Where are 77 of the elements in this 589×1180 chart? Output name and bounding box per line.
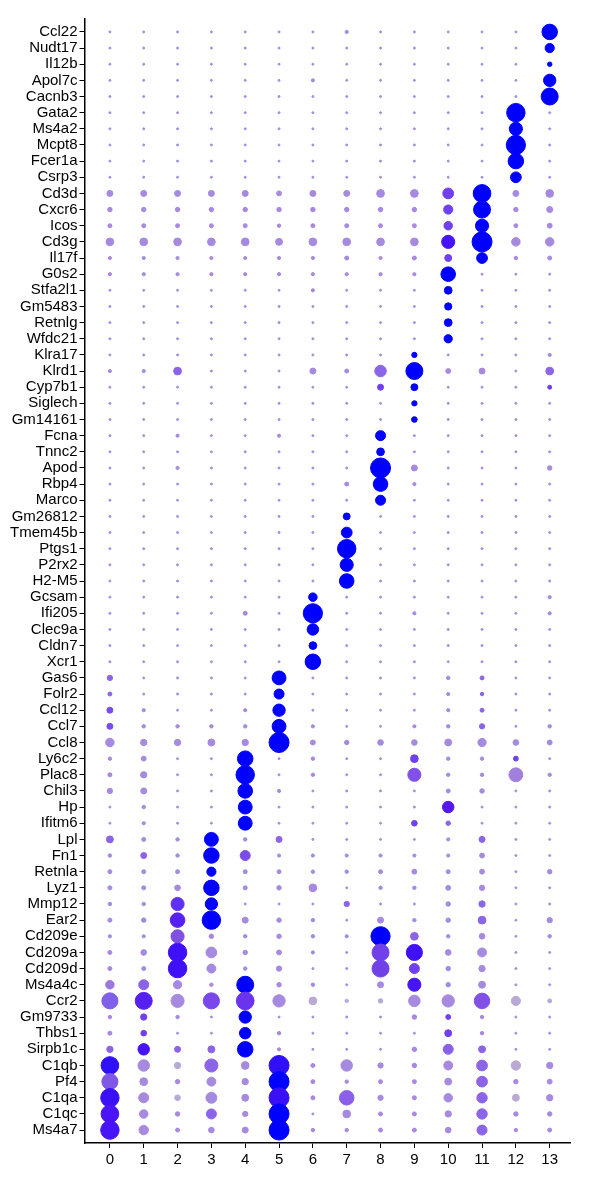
y-tick-label: Ifi205 (40, 603, 78, 621)
y-tick-label: Cd3d (41, 183, 78, 201)
y-tick-label: Cldn7 (38, 635, 78, 653)
y-tick-label: C1qb (41, 1055, 78, 1073)
y-tick-label: Cd209a (24, 942, 79, 960)
y-tick-label: Gm26812 (11, 506, 78, 524)
y-tick-label: Ms4a4c (24, 974, 79, 992)
y-tick-label: Mcpt8 (36, 135, 78, 153)
y-tick-label: C1qc (42, 1104, 79, 1122)
y-tick-label: Gata2 (36, 102, 78, 120)
x-tick-label: 7 (342, 1150, 351, 1168)
y-tick-label: Clec9a (30, 619, 79, 637)
y-tick-label: Gcsam (30, 587, 78, 605)
y-tick-label: Siglech (28, 393, 78, 411)
y-tick-label: Ptgs1 (39, 538, 78, 556)
y-tick-label: Ms4a2 (32, 118, 78, 136)
y-tick-label: Mmp12 (27, 894, 78, 912)
y-tick-label: Cxcr6 (38, 199, 78, 217)
y-tick-label: Ms4a7 (32, 1120, 78, 1138)
y-tick-label: Chil3 (43, 781, 78, 799)
y-tick-label: Retnla (34, 861, 79, 879)
y-tick-label: Lpl (57, 829, 78, 847)
y-tick-label: Icos (50, 215, 78, 233)
x-tick-label: 13 (541, 1150, 559, 1168)
y-tick-label: Hp (58, 797, 78, 815)
y-tick-label: Ccr2 (45, 991, 78, 1009)
y-tick-label: G0s2 (41, 264, 78, 282)
y-tick-label: Klra17 (34, 345, 78, 363)
x-tick-label: 4 (241, 1150, 250, 1168)
y-tick-label: Apol7c (31, 70, 79, 88)
y-tick-label: Xcr1 (46, 651, 78, 669)
y-tick-label: Cd209e (24, 926, 78, 944)
y-tick-label: Apod (42, 458, 78, 476)
x-tick-label: 6 (308, 1150, 318, 1168)
x-tick-label: 2 (173, 1150, 182, 1168)
y-tick-label: Gas6 (41, 668, 78, 686)
y-tick-label: Il17f (49, 248, 79, 266)
y-tick-label: Nudt17 (29, 38, 78, 56)
y-tick-label: Tnnc2 (35, 441, 78, 459)
y-tick-label: Csrp3 (37, 167, 78, 185)
y-tick-label: Fcna (44, 425, 79, 443)
y-tick-label: Sirpb1c (26, 1039, 79, 1057)
x-tick-label: 5 (274, 1150, 284, 1168)
y-tick-label: Thbs1 (35, 1023, 78, 1041)
y-tick-label: Klrd1 (42, 361, 78, 379)
y-tick-label: Tmem45b (9, 522, 78, 540)
y-tick-label: Cyp7b1 (25, 377, 78, 395)
y-tick-label: Cd3g (41, 232, 78, 249)
x-tick-label: 9 (410, 1150, 419, 1168)
y-tick-label: Gm9733 (19, 1007, 78, 1025)
y-tick-label: H2-M5 (32, 571, 78, 589)
y-tick-label: Ly6c2 (38, 748, 78, 766)
y-tick-label: Retnlg (34, 312, 78, 330)
y-tick-label: Ccl7 (47, 716, 78, 734)
x-tick-label: 11 (474, 1150, 490, 1168)
x-tick-label: 8 (376, 1150, 385, 1168)
y-tick-label: Cd209d (24, 958, 78, 976)
y-tick-label: Gm14161 (11, 409, 78, 427)
x-tick-label: 12 (507, 1150, 525, 1168)
y-tick-label: Il12b (44, 54, 78, 72)
y-tick-label: Lyz1 (46, 877, 78, 895)
x-tick-label: 1 (139, 1150, 148, 1168)
y-tick-label: C1qa (41, 1087, 79, 1105)
y-tick-label: Ifitm6 (40, 813, 78, 831)
y-tick-label: Gm5483 (19, 296, 78, 314)
x-tick-label: 3 (207, 1150, 216, 1168)
y-tick-label: Folr2 (43, 684, 78, 702)
y-tick-label: Ear2 (45, 910, 78, 928)
y-tick-label: Stfa2l1 (30, 280, 78, 298)
x-tick-label: 10 (439, 1150, 457, 1168)
y-tick-label: Ccl12 (39, 700, 78, 718)
y-tick-label: Ccl22 (39, 22, 78, 40)
y-tick-label: Rbp4 (41, 474, 78, 492)
y-tick-label: Ccl8 (47, 732, 78, 750)
x-tick-label: 0 (105, 1150, 115, 1168)
y-tick-label: Marco (35, 490, 78, 508)
y-tick-label: Fcer1a (30, 151, 79, 169)
